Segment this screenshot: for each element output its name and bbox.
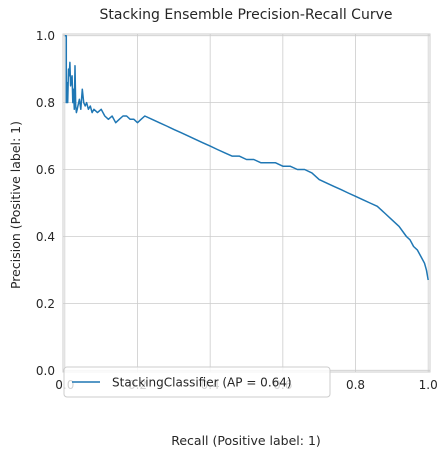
plot-frame [62,33,431,373]
y-tick-label: 0.8 [36,96,55,110]
legend-box [63,366,331,398]
tick-labels: 0.00.20.40.60.81.00.00.20.40.60.81.0 [36,29,438,392]
legend-label: StackingClassifier (AP = 0.64) [112,376,292,390]
x-axis-label: Recall (Positive label: 1) [171,433,321,448]
y-tick-label: 0.6 [36,163,55,177]
x-tick-label: 0.8 [346,378,365,392]
grid [63,34,430,372]
chart-title: Stacking Ensemble Precision-Recall Curve [99,7,392,23]
x-tick-label: 1.0 [419,378,438,392]
series-line [64,34,429,281]
y-tick-label: 0.2 [36,297,55,311]
y-tick-label: 0.0 [36,364,55,378]
y-tick-label: 1.0 [36,29,55,43]
legend: StackingClassifier (AP = 0.64) [63,366,331,398]
y-axis-label: Precision (Positive label: 1) [8,121,23,289]
series-layer [64,34,429,281]
y-tick-label: 0.4 [36,230,55,244]
